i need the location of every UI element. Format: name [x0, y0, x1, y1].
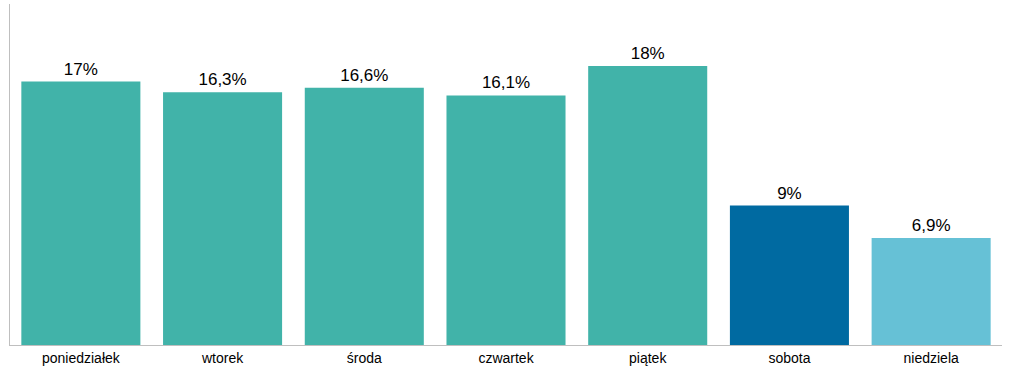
- svg-text:16,3%: 16,3%: [198, 70, 246, 89]
- svg-text:sobota: sobota: [768, 350, 810, 366]
- svg-text:9%: 9%: [777, 184, 802, 203]
- svg-text:16,6%: 16,6%: [340, 66, 388, 85]
- svg-text:niedziela: niedziela: [904, 350, 959, 366]
- svg-text:czwartek: czwartek: [478, 350, 534, 366]
- svg-text:6,9%: 6,9%: [912, 216, 951, 235]
- svg-text:środa: środa: [347, 350, 382, 366]
- svg-text:wtorek: wtorek: [201, 350, 244, 366]
- svg-text:16,1%: 16,1%: [482, 73, 530, 92]
- svg-text:17%: 17%: [64, 60, 98, 79]
- svg-text:18%: 18%: [631, 44, 665, 63]
- svg-text:poniedziałek: poniedziałek: [42, 350, 121, 366]
- svg-text:piątek: piątek: [629, 350, 667, 366]
